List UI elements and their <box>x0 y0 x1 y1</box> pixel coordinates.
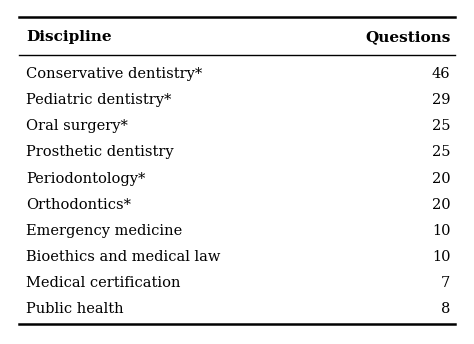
Text: 8: 8 <box>441 302 450 316</box>
Text: Public health: Public health <box>26 302 124 316</box>
Text: 25: 25 <box>432 119 450 133</box>
Text: Emergency medicine: Emergency medicine <box>26 224 182 238</box>
Text: 20: 20 <box>432 172 450 185</box>
Text: Discipline: Discipline <box>26 30 112 44</box>
Text: 10: 10 <box>432 224 450 238</box>
Text: 10: 10 <box>432 250 450 264</box>
Text: Orthodontics*: Orthodontics* <box>26 198 131 212</box>
Text: 29: 29 <box>432 93 450 107</box>
Text: Periodontology*: Periodontology* <box>26 172 146 185</box>
Text: 7: 7 <box>441 276 450 290</box>
Text: 46: 46 <box>432 67 450 81</box>
Text: 25: 25 <box>432 146 450 159</box>
Text: Oral surgery*: Oral surgery* <box>26 119 128 133</box>
Text: Prosthetic dentistry: Prosthetic dentistry <box>26 146 173 159</box>
Text: Conservative dentistry*: Conservative dentistry* <box>26 67 202 81</box>
Text: Bioethics and medical law: Bioethics and medical law <box>26 250 220 264</box>
Text: Medical certification: Medical certification <box>26 276 181 290</box>
Text: Questions: Questions <box>365 30 450 44</box>
Text: 20: 20 <box>432 198 450 212</box>
Text: Pediatric dentistry*: Pediatric dentistry* <box>26 93 172 107</box>
